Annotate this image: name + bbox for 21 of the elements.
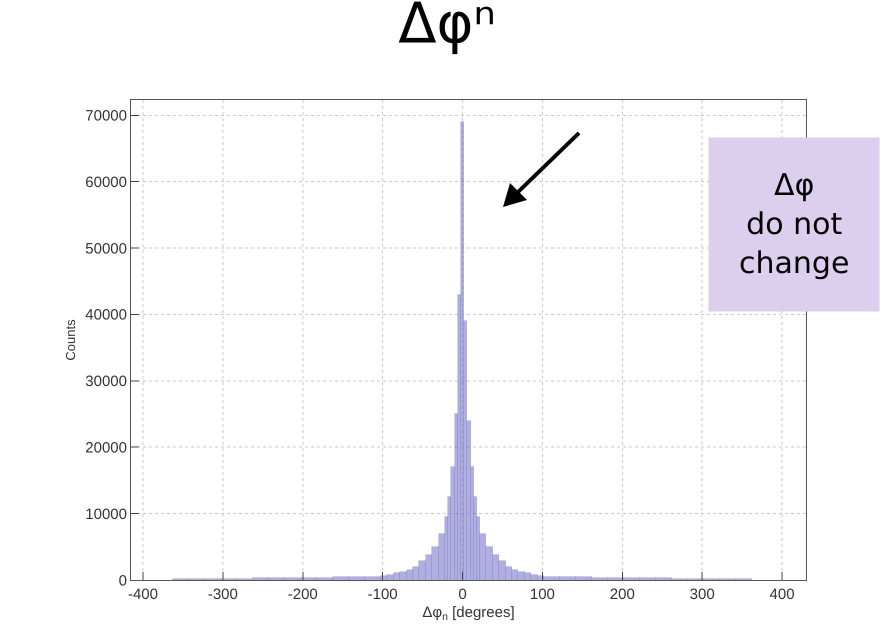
x-tick-label: 0: [458, 586, 467, 603]
x-tick-label: 300: [690, 586, 715, 603]
x-tick-label: 100: [530, 586, 555, 603]
y-tick-label: 70000: [85, 108, 127, 125]
y-axis-title: Counts: [63, 318, 78, 361]
x-tick-label: -200: [288, 586, 318, 603]
x-axis-title: Δφ$_{n}$ [degrees]: [422, 604, 515, 624]
x-tick-label: 400: [770, 586, 795, 603]
x-tick-label: -100: [368, 586, 398, 603]
y-tick-label: 50000: [85, 240, 127, 258]
x-tick-label: -400: [128, 586, 158, 603]
y-tick-label: 60000: [85, 174, 127, 191]
x-tick-label: -300: [208, 586, 238, 603]
y-tick-label: 20000: [85, 439, 127, 456]
y-tick-label: 40000: [85, 306, 127, 324]
chart-title: Δφⁿ: [398, 0, 496, 56]
x-tick-label: 200: [610, 586, 635, 603]
y-tick-label: 10000: [85, 506, 127, 523]
y-tick-label: 30000: [85, 373, 127, 390]
annotation: Δφ do not change: [739, 168, 850, 281]
y-tick-label: 0: [118, 572, 127, 590]
